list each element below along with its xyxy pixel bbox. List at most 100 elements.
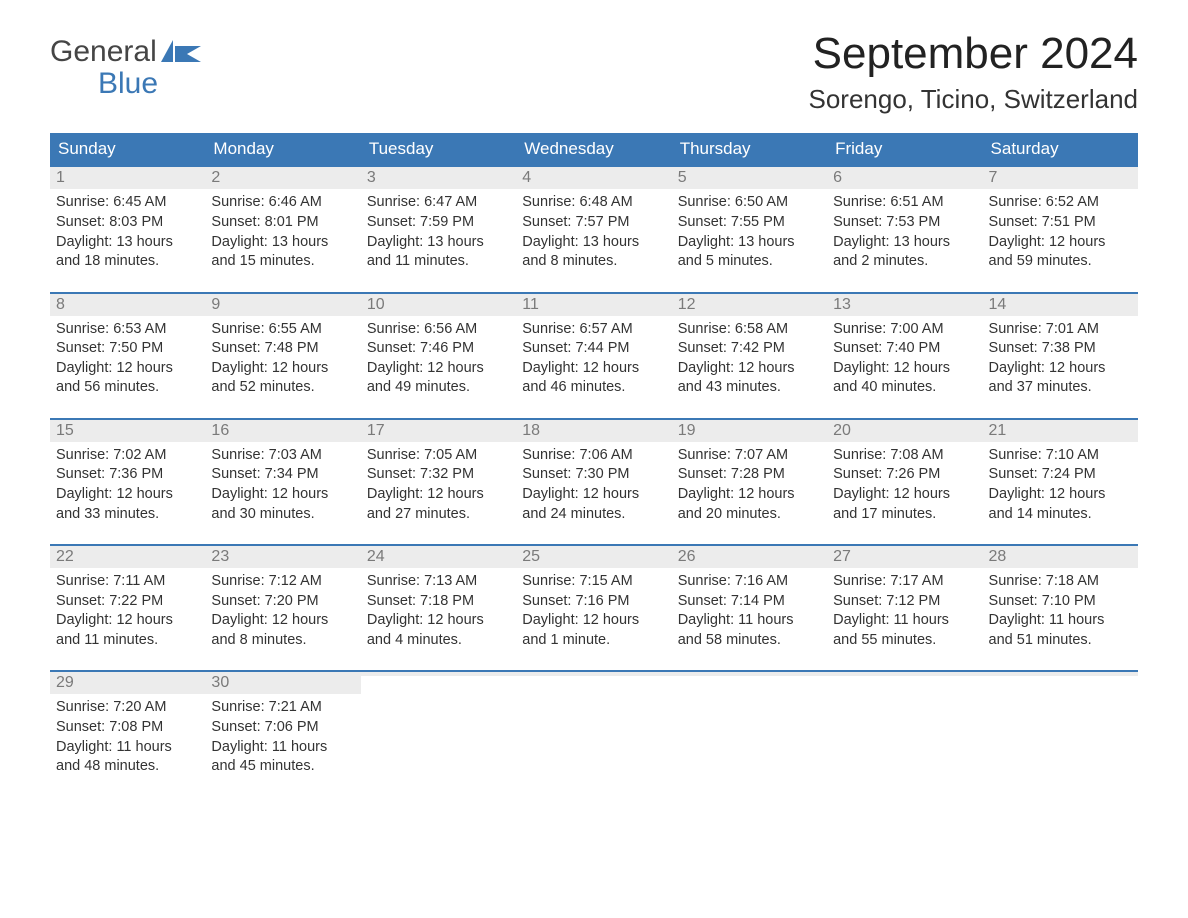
day-cell: 26Sunrise: 7:16 AMSunset: 7:14 PMDayligh… bbox=[672, 546, 827, 658]
day-number: 21 bbox=[983, 420, 1138, 442]
brand-word2: Blue bbox=[50, 68, 205, 100]
sunset-text: Sunset: 7:12 PM bbox=[833, 592, 976, 612]
daylight-text: Daylight: 12 hours and 52 minutes. bbox=[211, 359, 354, 398]
sunset-text: Sunset: 7:51 PM bbox=[989, 213, 1132, 233]
day-number: 22 bbox=[50, 546, 205, 568]
day-body: Sunrise: 6:50 AMSunset: 7:55 PMDaylight:… bbox=[672, 189, 827, 279]
day-cell: 18Sunrise: 7:06 AMSunset: 7:30 PMDayligh… bbox=[516, 420, 671, 532]
sunrise-text: Sunrise: 7:01 AM bbox=[989, 320, 1132, 340]
sunrise-text: Sunrise: 6:46 AM bbox=[211, 193, 354, 213]
day-cell: 1Sunrise: 6:45 AMSunset: 8:03 PMDaylight… bbox=[50, 167, 205, 279]
sunset-text: Sunset: 7:10 PM bbox=[989, 592, 1132, 612]
sunrise-text: Sunrise: 6:56 AM bbox=[367, 320, 510, 340]
day-cell: 21Sunrise: 7:10 AMSunset: 7:24 PMDayligh… bbox=[983, 420, 1138, 532]
day-body: Sunrise: 7:13 AMSunset: 7:18 PMDaylight:… bbox=[361, 568, 516, 658]
sunset-text: Sunset: 7:55 PM bbox=[678, 213, 821, 233]
day-body: Sunrise: 6:46 AMSunset: 8:01 PMDaylight:… bbox=[205, 189, 360, 279]
day-cell: 14Sunrise: 7:01 AMSunset: 7:38 PMDayligh… bbox=[983, 294, 1138, 406]
day-number: 13 bbox=[827, 294, 982, 316]
day-body: Sunrise: 7:11 AMSunset: 7:22 PMDaylight:… bbox=[50, 568, 205, 658]
weekday-header-row: Sunday Monday Tuesday Wednesday Thursday… bbox=[50, 133, 1138, 165]
sunset-text: Sunset: 7:40 PM bbox=[833, 339, 976, 359]
day-number: 4 bbox=[516, 167, 671, 189]
sunrise-text: Sunrise: 6:52 AM bbox=[989, 193, 1132, 213]
day-number: 12 bbox=[672, 294, 827, 316]
day-body bbox=[516, 676, 671, 688]
daylight-text: Daylight: 12 hours and 46 minutes. bbox=[522, 359, 665, 398]
sunset-text: Sunset: 7:57 PM bbox=[522, 213, 665, 233]
header: General Blue September 2024 Sorengo, Tic… bbox=[50, 30, 1138, 115]
day-cell: 23Sunrise: 7:12 AMSunset: 7:20 PMDayligh… bbox=[205, 546, 360, 658]
weekday-header: Thursday bbox=[672, 133, 827, 165]
sunset-text: Sunset: 7:28 PM bbox=[678, 465, 821, 485]
day-body: Sunrise: 7:20 AMSunset: 7:08 PMDaylight:… bbox=[50, 694, 205, 784]
day-cell: 19Sunrise: 7:07 AMSunset: 7:28 PMDayligh… bbox=[672, 420, 827, 532]
sunrise-text: Sunrise: 7:06 AM bbox=[522, 446, 665, 466]
day-cell: 24Sunrise: 7:13 AMSunset: 7:18 PMDayligh… bbox=[361, 546, 516, 658]
day-body bbox=[361, 676, 516, 688]
day-body: Sunrise: 7:05 AMSunset: 7:32 PMDaylight:… bbox=[361, 442, 516, 532]
day-number: 29 bbox=[50, 672, 205, 694]
day-cell: 25Sunrise: 7:15 AMSunset: 7:16 PMDayligh… bbox=[516, 546, 671, 658]
day-cell: 7Sunrise: 6:52 AMSunset: 7:51 PMDaylight… bbox=[983, 167, 1138, 279]
day-body: Sunrise: 7:08 AMSunset: 7:26 PMDaylight:… bbox=[827, 442, 982, 532]
day-body: Sunrise: 7:07 AMSunset: 7:28 PMDaylight:… bbox=[672, 442, 827, 532]
day-body: Sunrise: 6:53 AMSunset: 7:50 PMDaylight:… bbox=[50, 316, 205, 406]
sunset-text: Sunset: 7:32 PM bbox=[367, 465, 510, 485]
day-cell: 20Sunrise: 7:08 AMSunset: 7:26 PMDayligh… bbox=[827, 420, 982, 532]
day-body bbox=[983, 676, 1138, 688]
weekday-header: Sunday bbox=[50, 133, 205, 165]
day-cell bbox=[516, 672, 671, 784]
day-number: 14 bbox=[983, 294, 1138, 316]
daylight-text: Daylight: 12 hours and 56 minutes. bbox=[56, 359, 199, 398]
daylight-text: Daylight: 11 hours and 51 minutes. bbox=[989, 611, 1132, 650]
day-body: Sunrise: 6:48 AMSunset: 7:57 PMDaylight:… bbox=[516, 189, 671, 279]
sunset-text: Sunset: 7:48 PM bbox=[211, 339, 354, 359]
week-row: 8Sunrise: 6:53 AMSunset: 7:50 PMDaylight… bbox=[50, 292, 1138, 406]
daylight-text: Daylight: 13 hours and 8 minutes. bbox=[522, 233, 665, 272]
sunset-text: Sunset: 8:01 PM bbox=[211, 213, 354, 233]
brand-logo-top: General bbox=[50, 36, 205, 68]
day-body: Sunrise: 7:12 AMSunset: 7:20 PMDaylight:… bbox=[205, 568, 360, 658]
day-cell: 28Sunrise: 7:18 AMSunset: 7:10 PMDayligh… bbox=[983, 546, 1138, 658]
sunset-text: Sunset: 7:38 PM bbox=[989, 339, 1132, 359]
day-number: 24 bbox=[361, 546, 516, 568]
sunset-text: Sunset: 7:22 PM bbox=[56, 592, 199, 612]
day-body: Sunrise: 6:55 AMSunset: 7:48 PMDaylight:… bbox=[205, 316, 360, 406]
sunrise-text: Sunrise: 6:50 AM bbox=[678, 193, 821, 213]
daylight-text: Daylight: 11 hours and 58 minutes. bbox=[678, 611, 821, 650]
day-body: Sunrise: 6:56 AMSunset: 7:46 PMDaylight:… bbox=[361, 316, 516, 406]
sunrise-text: Sunrise: 6:57 AM bbox=[522, 320, 665, 340]
day-number: 27 bbox=[827, 546, 982, 568]
sunrise-text: Sunrise: 6:47 AM bbox=[367, 193, 510, 213]
sunset-text: Sunset: 7:30 PM bbox=[522, 465, 665, 485]
sunrise-text: Sunrise: 7:11 AM bbox=[56, 572, 199, 592]
day-body: Sunrise: 7:06 AMSunset: 7:30 PMDaylight:… bbox=[516, 442, 671, 532]
day-cell: 17Sunrise: 7:05 AMSunset: 7:32 PMDayligh… bbox=[361, 420, 516, 532]
day-number: 19 bbox=[672, 420, 827, 442]
daylight-text: Daylight: 12 hours and 11 minutes. bbox=[56, 611, 199, 650]
sunset-text: Sunset: 7:06 PM bbox=[211, 718, 354, 738]
sunset-text: Sunset: 7:08 PM bbox=[56, 718, 199, 738]
weekday-header: Saturday bbox=[983, 133, 1138, 165]
day-cell: 12Sunrise: 6:58 AMSunset: 7:42 PMDayligh… bbox=[672, 294, 827, 406]
day-number: 26 bbox=[672, 546, 827, 568]
sunrise-text: Sunrise: 7:12 AM bbox=[211, 572, 354, 592]
daylight-text: Daylight: 12 hours and 8 minutes. bbox=[211, 611, 354, 650]
day-body bbox=[827, 676, 982, 688]
day-cell: 5Sunrise: 6:50 AMSunset: 7:55 PMDaylight… bbox=[672, 167, 827, 279]
day-cell: 11Sunrise: 6:57 AMSunset: 7:44 PMDayligh… bbox=[516, 294, 671, 406]
sunset-text: Sunset: 7:24 PM bbox=[989, 465, 1132, 485]
sunrise-text: Sunrise: 6:55 AM bbox=[211, 320, 354, 340]
sunset-text: Sunset: 7:34 PM bbox=[211, 465, 354, 485]
sunset-text: Sunset: 7:16 PM bbox=[522, 592, 665, 612]
weekday-header: Tuesday bbox=[361, 133, 516, 165]
sunrise-text: Sunrise: 7:03 AM bbox=[211, 446, 354, 466]
day-cell: 2Sunrise: 6:46 AMSunset: 8:01 PMDaylight… bbox=[205, 167, 360, 279]
day-cell: 10Sunrise: 6:56 AMSunset: 7:46 PMDayligh… bbox=[361, 294, 516, 406]
day-body: Sunrise: 6:47 AMSunset: 7:59 PMDaylight:… bbox=[361, 189, 516, 279]
day-body: Sunrise: 7:01 AMSunset: 7:38 PMDaylight:… bbox=[983, 316, 1138, 406]
calendar: Sunday Monday Tuesday Wednesday Thursday… bbox=[50, 133, 1138, 784]
day-body: Sunrise: 7:21 AMSunset: 7:06 PMDaylight:… bbox=[205, 694, 360, 784]
sunrise-text: Sunrise: 7:18 AM bbox=[989, 572, 1132, 592]
